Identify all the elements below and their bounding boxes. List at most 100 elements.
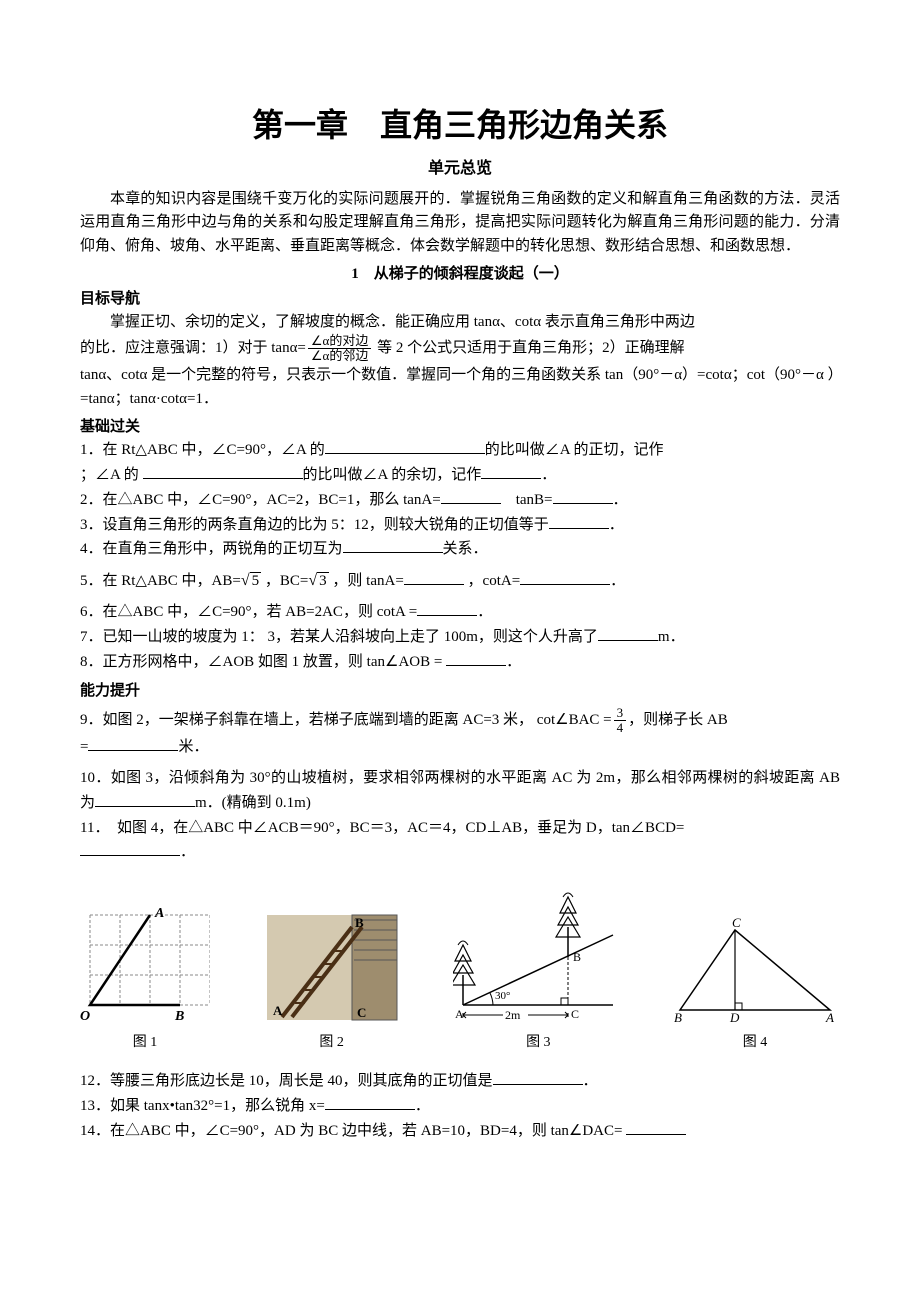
goal-pre: 的比．应注意强调：1）对于 tanα= bbox=[80, 340, 306, 356]
q14-blank1 bbox=[626, 1120, 686, 1135]
figure-2-box: A B C 图 2 bbox=[257, 905, 407, 1051]
svg-text:C: C bbox=[357, 1005, 366, 1020]
q3-text-a: 3．设直角三角形的两条直角边的比为 5：12，则较大锐角的正切值等于 bbox=[80, 517, 549, 533]
chapter-title: 第一章 直角三角形边角关系 bbox=[80, 100, 840, 146]
q9-frac-den: 4 bbox=[614, 721, 627, 735]
q1-text-b: 的比叫做∠A 的正切，记作 bbox=[485, 442, 664, 458]
q2-blank1 bbox=[441, 489, 501, 504]
fig2-label: 图 2 bbox=[319, 1031, 344, 1051]
q9-frac-num: 3 bbox=[614, 706, 627, 721]
q10-text-b: m．(精确到 0.1m) bbox=[195, 795, 311, 811]
q14-text-a: 14．在△ABC 中，∠C=90°，AD 为 BC 边中线，若 AB=10，BD… bbox=[80, 1123, 626, 1139]
intro-paragraph: 本章的知识内容是围绕千变万化的实际问题展开的．掌握锐角三角函数的定义和解直角三角… bbox=[80, 188, 840, 258]
q9-text-d: 米． bbox=[178, 739, 208, 755]
svg-text:A: A bbox=[273, 1003, 283, 1018]
goal-heading: 目标导航 bbox=[80, 287, 840, 308]
svg-text:B: B bbox=[674, 1010, 682, 1025]
unit-overview-heading: 单元总览 bbox=[80, 154, 840, 178]
q1-blank1 bbox=[325, 439, 485, 454]
q14: 14．在△ABC 中，∠C=90°，AD 为 BC 边中线，若 AB=10，BD… bbox=[80, 1119, 840, 1144]
q11-blank1 bbox=[80, 841, 180, 856]
q5-blank2 bbox=[520, 570, 610, 585]
q3-blank1 bbox=[549, 514, 609, 529]
q5-text-a: 5．在 Rt△ABC 中，AB= bbox=[80, 573, 241, 589]
q5-sqrt2-val: 3 bbox=[317, 572, 329, 589]
fig1-label: 图 1 bbox=[133, 1031, 158, 1051]
goal-line2: 的比．应注意强调：1）对于 tanα=∠α的对边∠α的邻边 等 2 个公式只适用… bbox=[80, 334, 840, 364]
figure-1-svg: A O B bbox=[80, 905, 210, 1025]
goal-fraction: ∠α的对边∠α的邻边 bbox=[308, 334, 371, 364]
figure-2-svg: A B C bbox=[257, 905, 407, 1025]
q2-blank2 bbox=[553, 489, 613, 504]
figure-4-box: B D A C 图 4 bbox=[670, 915, 840, 1051]
q1-text-c: ；∠A 的 bbox=[80, 467, 143, 483]
q6-blank1 bbox=[417, 601, 477, 616]
fig3-label: 图 3 bbox=[526, 1031, 551, 1051]
q9-fraction: 34 bbox=[614, 706, 627, 736]
q5-sqrt2: 3 bbox=[308, 568, 328, 594]
q8-blank1 bbox=[446, 651, 506, 666]
figures-row: A O B 图 1 A B C 图 2 bbox=[80, 885, 840, 1051]
figure-3-svg: 30° A B C 2m bbox=[453, 885, 623, 1025]
svg-text:A: A bbox=[154, 906, 164, 921]
q1-blank3 bbox=[481, 464, 541, 479]
q7-blank1 bbox=[598, 626, 658, 641]
q8-text-a: 8．正方形网格中，∠AOB 如图 1 放置，则 tan∠AOB = bbox=[80, 654, 446, 670]
svg-text:O: O bbox=[80, 1009, 90, 1024]
goal-frac-num: ∠α的对边 bbox=[308, 334, 371, 349]
q5-sqrt1-val: 5 bbox=[250, 572, 262, 589]
q2: 2．在△ABC 中，∠C=90°，AC=2，BC=1，那么 tanA= tanB… bbox=[80, 488, 840, 513]
svg-text:B: B bbox=[355, 915, 364, 930]
q5-blank1 bbox=[404, 570, 464, 585]
q7-text-a: 7．已知一山坡的坡度为 1： 3，若某人沿斜坡向上走了 100m，则这个人升高了 bbox=[80, 629, 598, 645]
svg-text:B: B bbox=[573, 950, 581, 964]
q4: 4．在直角三角形中，两锐角的正切互为 关系． bbox=[80, 537, 840, 562]
q13-text-a: 13．如果 tanx•tan32°=1，那么锐角 x= bbox=[80, 1098, 325, 1114]
q2-text-b: tanB= bbox=[501, 492, 553, 508]
fig4-label: 图 4 bbox=[743, 1031, 768, 1051]
q9-blank1 bbox=[88, 736, 178, 751]
figure-4-svg: B D A C bbox=[670, 915, 840, 1025]
base-heading: 基础过关 bbox=[80, 415, 840, 436]
svg-text:C: C bbox=[571, 1007, 579, 1021]
q6: 6．在△ABC 中，∠C=90°，若 AB=2AC，则 cotA =． bbox=[80, 600, 840, 625]
q7-text-b: m． bbox=[658, 629, 685, 645]
svg-text:C: C bbox=[732, 915, 741, 930]
q4-text-a: 4．在直角三角形中，两锐角的正切互为 bbox=[80, 541, 343, 557]
ability-heading: 能力提升 bbox=[80, 679, 840, 700]
svg-text:A: A bbox=[825, 1010, 834, 1025]
q8: 8．正方形网格中，∠AOB 如图 1 放置，则 tan∠AOB = ． bbox=[80, 650, 840, 675]
q6-text-a: 6．在△ABC 中，∠C=90°，若 AB=2AC，则 cotA = bbox=[80, 604, 417, 620]
q12-text-a: 12．等腰三角形底边长是 10，周长是 40，则其底角的正切值是 bbox=[80, 1073, 493, 1089]
q9-text-b: ，则梯子长 AB bbox=[628, 712, 728, 728]
section-number: 1 从梯子的倾斜程度谈起（一） bbox=[80, 262, 840, 283]
q3: 3．设直角三角形的两条直角边的比为 5：12，则较大锐角的正切值等于． bbox=[80, 513, 840, 538]
goal-line1: 掌握正切、余切的定义，了解坡度的概念．能正确应用 tanα、cotα 表示直角三… bbox=[80, 310, 840, 334]
figure-1-box: A O B 图 1 bbox=[80, 905, 210, 1051]
q4-blank1 bbox=[343, 538, 443, 553]
svg-text:30°: 30° bbox=[495, 990, 510, 1002]
q12: 12．等腰三角形底边长是 10，周长是 40，则其底角的正切值是． bbox=[80, 1069, 840, 1094]
q13-blank1 bbox=[325, 1095, 415, 1110]
q1-text-a: 1．在 Rt△ABC 中，∠C=90°，∠A 的 bbox=[80, 442, 325, 458]
q5-text-b: ，BC= bbox=[261, 573, 308, 589]
goal-post: 等 2 个公式只适用于直角三角形；2）正确理解 bbox=[373, 340, 684, 356]
svg-text:B: B bbox=[174, 1009, 184, 1024]
q11-text-a: 11． 如图 4，在△ABC 中∠ACB＝90°，BC＝3，AC＝4，CD⊥AB… bbox=[80, 820, 684, 836]
q5-text-d: ，cotA= bbox=[464, 573, 520, 589]
svg-text:2m: 2m bbox=[505, 1008, 521, 1022]
q4-text-b: 关系． bbox=[443, 541, 488, 557]
q1: 1．在 Rt△ABC 中，∠C=90°，∠A 的 的比叫做∠A 的正切，记作 ；∠… bbox=[80, 438, 840, 488]
q7: 7．已知一山坡的坡度为 1： 3，若某人沿斜坡向上走了 100m，则这个人升高了… bbox=[80, 625, 840, 650]
q2-text-a: 2．在△ABC 中，∠C=90°，AC=2，BC=1，那么 tanA= bbox=[80, 492, 441, 508]
q1-blank2 bbox=[143, 464, 303, 479]
q5-text-c: ，则 tanA= bbox=[329, 573, 404, 589]
figure-3-box: 30° A B C 2m 图 3 bbox=[453, 885, 623, 1051]
q1-text-d: 的比叫做∠A 的余切，记作 bbox=[303, 467, 482, 483]
q9-text-c: = bbox=[80, 739, 88, 755]
q13: 13．如果 tanx•tan32°=1，那么锐角 x=． bbox=[80, 1094, 840, 1119]
q9-text-a: 9．如图 2，一架梯子斜靠在墙上，若梯子底端到墙的距离 AC=3 米， cot∠… bbox=[80, 712, 612, 728]
q10-blank1 bbox=[95, 792, 195, 807]
q5-sqrt1: 5 bbox=[241, 568, 261, 594]
q12-blank1 bbox=[493, 1070, 583, 1085]
